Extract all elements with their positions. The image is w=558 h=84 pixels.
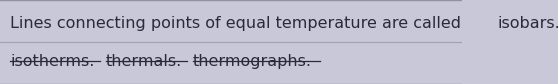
Text: isotherms.: isotherms.: [10, 54, 94, 69]
Text: thermographs.: thermographs.: [193, 54, 312, 69]
Text: isobars.: isobars.: [498, 16, 558, 31]
Text: Lines connecting points of equal temperature are called: Lines connecting points of equal tempera…: [10, 16, 466, 31]
Text: thermals.: thermals.: [106, 54, 182, 69]
